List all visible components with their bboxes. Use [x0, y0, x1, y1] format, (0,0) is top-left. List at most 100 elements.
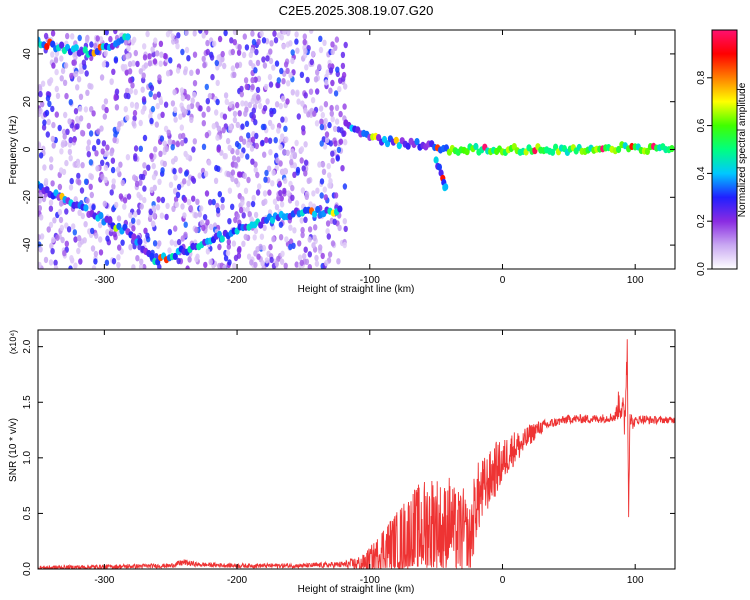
spectrogram-cell [295, 166, 301, 174]
spectrogram-cell [109, 78, 114, 85]
spectrogram-cell [250, 77, 255, 84]
spectrogram-cell [230, 48, 235, 56]
spectrogram-cell [309, 58, 314, 66]
spectrogram-cell [290, 184, 295, 192]
snr-frame [37, 329, 676, 570]
spectrogram-cell [51, 142, 56, 149]
spectrogram-cell [46, 118, 51, 126]
spectrogram-cell [250, 136, 256, 143]
spectrogram-cell [131, 60, 136, 67]
spectrogram-cell [303, 92, 308, 99]
spectrogram-cell [268, 243, 273, 251]
spectrogram-cell [132, 174, 137, 181]
spectrogram-cell [333, 192, 339, 199]
spectrogram-cell [271, 64, 276, 71]
spectrogram-cell [178, 113, 183, 120]
spectrogram-cell [80, 162, 85, 169]
spectrogram-cell [83, 178, 89, 185]
spectrogram-cell [70, 33, 75, 40]
spectrogram-cell [155, 204, 161, 211]
spectrogram-cell [312, 234, 317, 241]
spectrogram-cell [230, 203, 235, 210]
spectrogram-cell [312, 210, 318, 218]
spectrogram-cell [183, 137, 188, 144]
spectrogram-cell [164, 145, 169, 153]
spectrogram-cell [269, 110, 274, 118]
spectrogram-cell [97, 221, 103, 229]
spectrogram-cell [138, 68, 143, 75]
spectrogram-cell [89, 106, 94, 113]
spectrogram-cell [128, 77, 133, 84]
spectrogram-cell [173, 196, 179, 203]
spectrogram-cell [262, 62, 268, 69]
spectrogram-cell [38, 197, 42, 204]
spectrogram-cell [271, 169, 276, 176]
spectrogram-cell [133, 211, 138, 218]
spectrogram-cell [141, 72, 146, 79]
spectrogram-cell [104, 150, 110, 157]
x-tick-label: 100 [627, 575, 644, 586]
spectrogram-cell [306, 111, 311, 118]
colorbar-scale [711, 29, 738, 270]
spectrogram-cell [297, 254, 303, 261]
spectrogram-cell [89, 191, 95, 199]
spectrogram-cell [204, 83, 209, 91]
spectrogram-cell [232, 116, 238, 124]
spectrogram-cell [288, 238, 294, 245]
spectrogram-cell [208, 258, 213, 266]
spectrogram-cell [47, 100, 52, 108]
spectrogram-cell [254, 142, 259, 150]
spectrogram-cell [157, 240, 162, 247]
spectrogram-cell [235, 121, 240, 129]
spectrogram-cell [238, 135, 244, 142]
spectrogram-cell [323, 117, 328, 125]
spectrogram-cell [246, 176, 251, 184]
spectrogram-cell [69, 72, 74, 80]
spectrogram-cell [49, 242, 54, 250]
spectrogram-cell [212, 40, 217, 47]
spectrogram-cell [131, 264, 136, 269]
spectrogram-cell [154, 253, 159, 260]
spectrogram-cell [96, 138, 101, 145]
spectrogram-cell [74, 70, 79, 78]
spectrogram-cell [66, 226, 72, 233]
spectrogram-cell [57, 183, 63, 191]
spectrogram-cell [241, 212, 246, 219]
spectrogram-cell [84, 36, 90, 44]
spectrogram-cell [267, 73, 273, 81]
spectrogram-cell [180, 48, 185, 56]
spectrogram-cell [118, 193, 124, 200]
spectrogram-cell [93, 258, 98, 265]
spectrogram-cell [219, 235, 225, 243]
spectrogram-cell [243, 187, 249, 194]
spectrogram-cell [274, 60, 280, 67]
spectrogram-cell [174, 201, 180, 208]
spectrogram-cell [64, 92, 69, 100]
spectrogram-y-label: Frequency (Hz) [8, 116, 19, 185]
spectrogram-cell [220, 50, 225, 58]
spectrogram-cell [217, 191, 222, 198]
spectrogram-cell [223, 255, 229, 262]
spectrogram-cell [86, 139, 92, 146]
spectrogram-cell [72, 136, 77, 143]
spectrogram-cell [225, 137, 231, 145]
spectrogram-cell [319, 118, 324, 125]
spectrogram-cell [205, 98, 210, 105]
spectrogram-cell [100, 159, 105, 166]
spectrogram-cell [160, 167, 165, 174]
spectrogram-cell [149, 186, 154, 194]
spectrogram-cell [255, 171, 260, 179]
spectrogram-cell [78, 115, 84, 122]
spectrogram-cell [224, 98, 229, 106]
spectrogram-cell [132, 115, 137, 122]
spectrogram-cell [123, 92, 129, 99]
spectrogram-cell [326, 162, 331, 170]
spectrogram-cell [259, 30, 264, 37]
spectrogram-cell [256, 253, 261, 260]
spectrogram-cell [124, 69, 129, 76]
spectrogram-cell [324, 136, 330, 144]
spectrogram-cell [182, 212, 187, 219]
spectrogram-cell [306, 177, 311, 185]
spectrogram-cell [59, 75, 64, 82]
spectrogram-cell [186, 94, 191, 101]
